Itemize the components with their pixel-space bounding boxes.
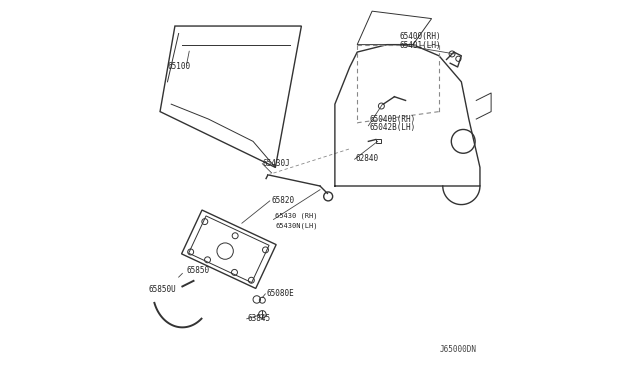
Text: 65100: 65100 [168,62,191,71]
Text: J65000DN: J65000DN [439,344,476,353]
Text: 65430N(LH): 65430N(LH) [275,223,318,229]
Text: 65850: 65850 [186,266,209,275]
Bar [376,139,381,143]
Text: 65040B(RH): 65040B(RH) [369,115,415,124]
Text: 65850U: 65850U [149,285,177,294]
Text: 65401(LH): 65401(LH) [400,41,442,50]
Text: 62840: 62840 [355,154,378,163]
Text: 63845: 63845 [248,314,271,323]
Text: 65042B(LH): 65042B(LH) [369,123,415,132]
Text: 65400(RH): 65400(RH) [400,32,442,41]
Text: 65430J: 65430J [262,158,290,167]
Text: 65430 (RH): 65430 (RH) [275,213,318,219]
Text: 65820: 65820 [271,196,295,205]
Text: 65080E: 65080E [266,289,294,298]
